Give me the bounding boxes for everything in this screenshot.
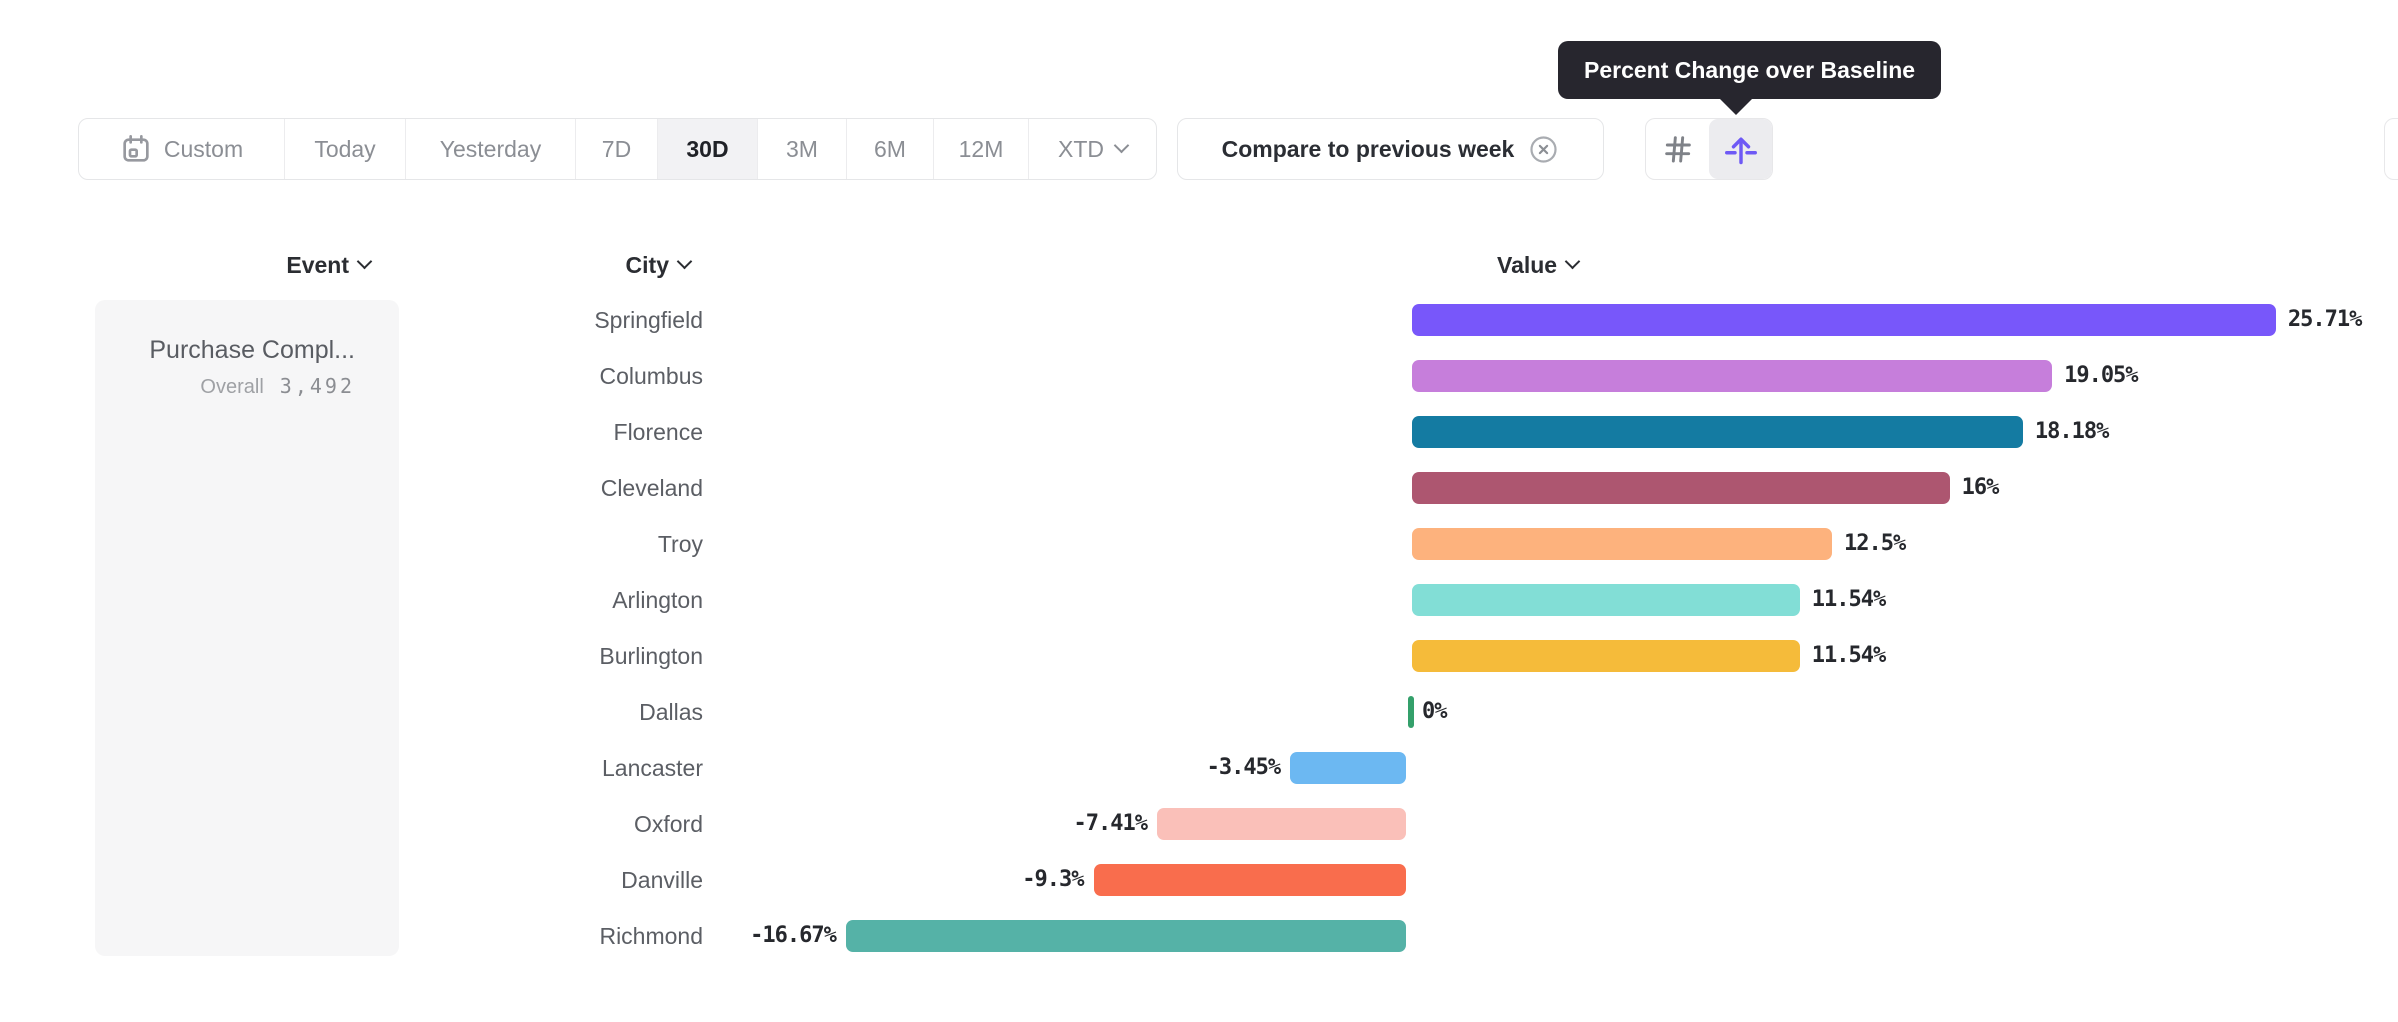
chart-row: Oxford -7.41%	[0, 796, 2398, 852]
chevron-down-icon	[676, 253, 693, 270]
value-bar[interactable]	[1412, 528, 1832, 560]
x-circle-icon[interactable]	[1528, 134, 1559, 165]
value-label: -7.41%	[1073, 811, 1148, 836]
chart-row: Lancaster -3.45%	[0, 740, 2398, 796]
chart-view-toggle	[1645, 118, 1773, 180]
overall-label: Overall	[200, 376, 264, 398]
value-label: 11.54%	[1811, 587, 1886, 612]
chart-row: Springfield 25.71%	[0, 292, 2398, 348]
column-header-value[interactable]: Value	[1497, 250, 1581, 280]
date-range-6m[interactable]: 6M	[847, 119, 934, 179]
date-range-30d[interactable]: 30D	[658, 119, 758, 179]
value-label: 0%	[1422, 699, 1447, 724]
date-range-label: Today	[314, 135, 376, 162]
value-label: 16%	[1961, 475, 2000, 500]
value-label: -16.67%	[750, 923, 837, 948]
column-header-event[interactable]: Event	[180, 250, 373, 280]
date-range-label: 30D	[686, 135, 729, 162]
compare-label: Compare to previous week	[1221, 135, 1515, 162]
event-summary: Overall 3,492	[95, 374, 355, 399]
city-label: Burlington	[599, 643, 703, 669]
city-label: Danville	[621, 867, 703, 893]
chart-row: Cleveland 16%	[0, 460, 2398, 516]
compare-to-previous-week-button[interactable]: Compare to previous week	[1177, 118, 1604, 180]
date-range-today[interactable]: Today	[285, 119, 406, 179]
column-header-label: Event	[286, 251, 349, 278]
date-range-label: Yesterday	[439, 135, 542, 162]
value-label: -3.45%	[1206, 755, 1281, 780]
calendar-icon	[120, 133, 152, 165]
date-range-xtd[interactable]: XTD	[1029, 119, 1156, 179]
date-range-7d[interactable]: 7D	[576, 119, 658, 179]
overall-count: 3,492	[279, 374, 355, 398]
value-bar[interactable]	[1408, 696, 1414, 728]
city-label: Oxford	[633, 811, 703, 837]
numbers-view-button[interactable]	[1646, 119, 1709, 179]
arrow-up-baseline-icon	[1723, 131, 1759, 167]
chart-row: Columbus 19.05%	[0, 348, 2398, 404]
date-range-label: 12M	[958, 135, 1004, 162]
chart-row: Dallas 0%	[0, 684, 2398, 740]
city-label: Florence	[613, 419, 703, 445]
chevron-down-icon	[356, 253, 373, 270]
city-label: Troy	[657, 531, 703, 557]
value-label: 19.05%	[2064, 363, 2138, 388]
chart-row: Arlington 11.54%	[0, 572, 2398, 628]
chevron-down-icon	[1113, 137, 1130, 154]
city-label: Dallas	[639, 699, 703, 725]
column-header-label: City	[625, 251, 669, 278]
value-bar[interactable]	[1157, 808, 1406, 840]
value-label: 12.5%	[1844, 531, 1906, 556]
percent-change-view-button[interactable]	[1709, 119, 1772, 179]
value-bar[interactable]	[845, 920, 1406, 952]
chart-row: Burlington 11.54%	[0, 628, 2398, 684]
hash-icon	[1662, 133, 1694, 165]
value-bar[interactable]	[1412, 472, 1950, 504]
chart-row: Danville -9.3%	[0, 852, 2398, 908]
date-range-label: Custom	[163, 135, 244, 162]
city-label: Springfield	[594, 307, 703, 333]
date-range-3m[interactable]: 3M	[758, 119, 847, 179]
date-range-label: 7D	[601, 135, 632, 162]
event-title: Purchase Compl...	[149, 336, 355, 364]
tooltip-percent-change-over-baseline: Percent Change over Baseline	[1558, 41, 1942, 115]
value-bar[interactable]	[1412, 360, 2053, 392]
column-header-label: Value	[1497, 251, 1558, 278]
value-label: 18.18%	[2034, 419, 2109, 444]
value-bar[interactable]	[1412, 304, 2276, 336]
date-range-custom[interactable]: Custom	[79, 119, 285, 179]
chart-row: Richmond -16.67%	[0, 908, 2398, 964]
column-header-city[interactable]: City	[500, 250, 693, 280]
chart-row: Troy 12.5%	[0, 516, 2398, 572]
date-range-12m[interactable]: 12M	[934, 119, 1029, 179]
date-range-yesterday[interactable]: Yesterday	[406, 119, 576, 179]
date-range-selector: Custom Today Yesterday 7D 30D 3M 6M 12M …	[78, 118, 1157, 180]
value-label: 25.71%	[2287, 307, 2362, 332]
city-label: Columbus	[599, 363, 703, 389]
event-panel[interactable]: Purchase Compl... Overall 3,492	[95, 300, 399, 956]
date-range-label: 6M	[874, 135, 906, 162]
city-label: Cleveland	[600, 475, 703, 501]
overflow-button[interactable]	[2384, 118, 2398, 180]
chart-row: Florence 18.18%	[0, 404, 2398, 460]
city-label: Arlington	[612, 587, 703, 613]
value-bar[interactable]	[1412, 584, 1800, 616]
value-bar[interactable]	[1093, 864, 1406, 896]
chevron-down-icon	[1564, 253, 1581, 270]
city-label: Richmond	[599, 923, 703, 949]
value-bar[interactable]	[1290, 752, 1406, 784]
value-bar[interactable]	[1412, 416, 2023, 448]
value-bar[interactable]	[1412, 640, 1800, 672]
value-label: 11.54%	[1811, 643, 1886, 668]
value-label: -9.3%	[1022, 867, 1084, 892]
city-label: Lancaster	[601, 755, 703, 781]
date-range-label: 3M	[786, 135, 818, 162]
date-range-label: XTD	[1058, 135, 1104, 162]
